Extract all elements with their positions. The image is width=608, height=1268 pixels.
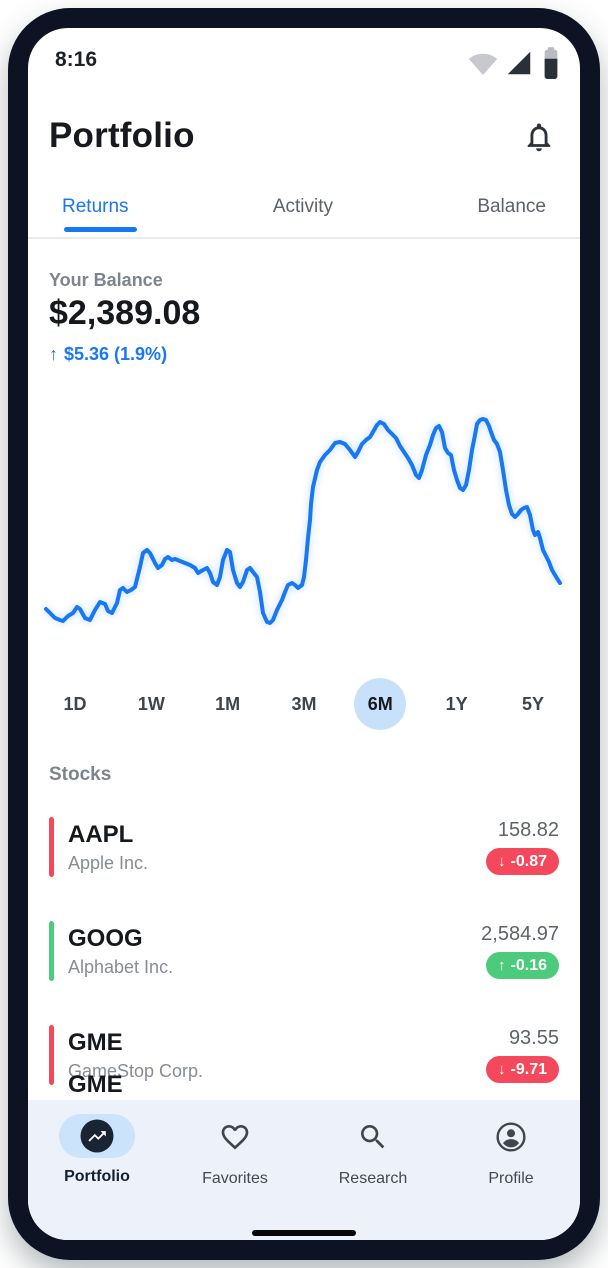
divider — [28, 237, 580, 239]
accent-bar — [49, 921, 54, 981]
nav-label: Profile — [488, 1170, 534, 1187]
nav-item-favorites[interactable]: Favorites — [166, 1100, 304, 1188]
stock-row-gme[interactable]: GME GameStop Corp. 93.55 ↓ -9.71 — [49, 1016, 559, 1094]
stock-ticker: AAPL — [68, 820, 134, 848]
nav-label: Portfolio — [64, 1168, 130, 1185]
search-icon — [361, 1125, 385, 1149]
balance-label: Your Balance — [49, 270, 163, 290]
nav-icon-wrap — [357, 1114, 389, 1160]
battery-icon — [544, 47, 558, 79]
nav-item-profile[interactable]: Profile — [442, 1100, 580, 1188]
nav-icon-wrap — [495, 1114, 527, 1160]
stock-row-partial[interactable]: GME — [68, 1071, 123, 1099]
nav-label: Research — [338, 1170, 408, 1187]
range-1d[interactable]: 1D — [63, 693, 87, 714]
page-title: Portfolio — [49, 116, 195, 155]
change-value: -9.71 — [510, 1060, 547, 1078]
balance-delta: ↑ $5.36 (1.9%) — [49, 344, 167, 365]
status-time: 8:16 — [55, 48, 98, 71]
tab-balance[interactable]: Balance — [477, 196, 546, 217]
stock-ticker: GME — [68, 1028, 123, 1056]
change-badge: ↓ -0.87 — [486, 848, 559, 875]
nav-icon-wrap — [219, 1114, 251, 1160]
tab-bar: Returns Activity Balance — [28, 196, 580, 228]
stock-ticker: GOOG — [68, 924, 143, 952]
app-screen: 8:16 Portfolio Returns Activity Balance — [28, 28, 580, 1240]
status-icons — [466, 46, 564, 80]
down-arrow-icon: ↓ — [498, 1061, 506, 1078]
accent-bar — [49, 817, 54, 877]
range-3m[interactable]: 3M — [291, 693, 317, 714]
stock-name: Alphabet Inc. — [68, 956, 174, 977]
down-arrow-icon: ↓ — [498, 853, 506, 870]
trending-up-icon — [80, 1119, 114, 1153]
up-arrow-icon: ↑ — [49, 344, 58, 364]
stocks-heading: Stocks — [49, 764, 112, 785]
heart-icon — [221, 1125, 249, 1150]
stock-price: 158.82 — [497, 819, 559, 841]
nav-item-portfolio[interactable]: Portfolio — [28, 1100, 166, 1186]
stock-name: GameStop Corp. — [68, 1060, 204, 1081]
nav-item-research[interactable]: Research — [304, 1100, 442, 1188]
up-arrow-icon: ↑ — [498, 957, 506, 974]
home-indicator[interactable] — [252, 1230, 356, 1236]
range-5y[interactable]: 5Y — [521, 693, 544, 714]
stock-row-aapl[interactable]: AAPL Apple Inc. 158.82 ↓ -0.87 — [49, 808, 559, 886]
tab-activity[interactable]: Activity — [272, 196, 334, 217]
nav-icon-pill — [59, 1114, 135, 1158]
bell-icon[interactable] — [522, 120, 556, 154]
stock-name: Apple Inc. — [68, 852, 149, 873]
balance-delta-value: $5.36 (1.9%) — [64, 344, 168, 364]
portfolio-line-chart[interactable] — [40, 400, 565, 630]
change-badge: ↓ -9.71 — [486, 1056, 559, 1083]
stock-price: 93.55 — [508, 1027, 559, 1049]
active-tab-underline — [64, 227, 137, 232]
accent-bar — [49, 1025, 54, 1085]
range-selector: 1D 1W 1M 3M 6M 1Y 5Y — [28, 678, 580, 730]
range-1y[interactable]: 1Y — [445, 693, 468, 714]
range-1m[interactable]: 1M — [215, 693, 241, 714]
change-badge: ↑ -0.16 — [486, 952, 559, 979]
tab-returns[interactable]: Returns — [62, 196, 129, 217]
range-1w[interactable]: 1W — [137, 693, 165, 714]
stock-row-goog[interactable]: GOOG Alphabet Inc. 2,584.97 ↑ -0.16 — [49, 912, 559, 990]
phone-bezel: 8:16 Portfolio Returns Activity Balance — [8, 8, 600, 1260]
balance-amount: $2,389.08 — [49, 294, 201, 332]
stock-ticker: GME — [68, 1071, 123, 1098]
change-value: -0.16 — [510, 956, 547, 974]
wifi-icon — [468, 53, 498, 76]
change-value: -0.87 — [510, 852, 547, 870]
bottom-nav: Portfolio Favorites Research — [28, 1100, 580, 1240]
chart-line — [44, 417, 562, 625]
stock-price: 2,584.97 — [481, 923, 559, 945]
cell-signal-icon — [507, 51, 531, 75]
nav-label: Favorites — [202, 1170, 268, 1187]
range-6m[interactable]: 6M — [354, 678, 407, 730]
person-icon — [496, 1122, 526, 1152]
